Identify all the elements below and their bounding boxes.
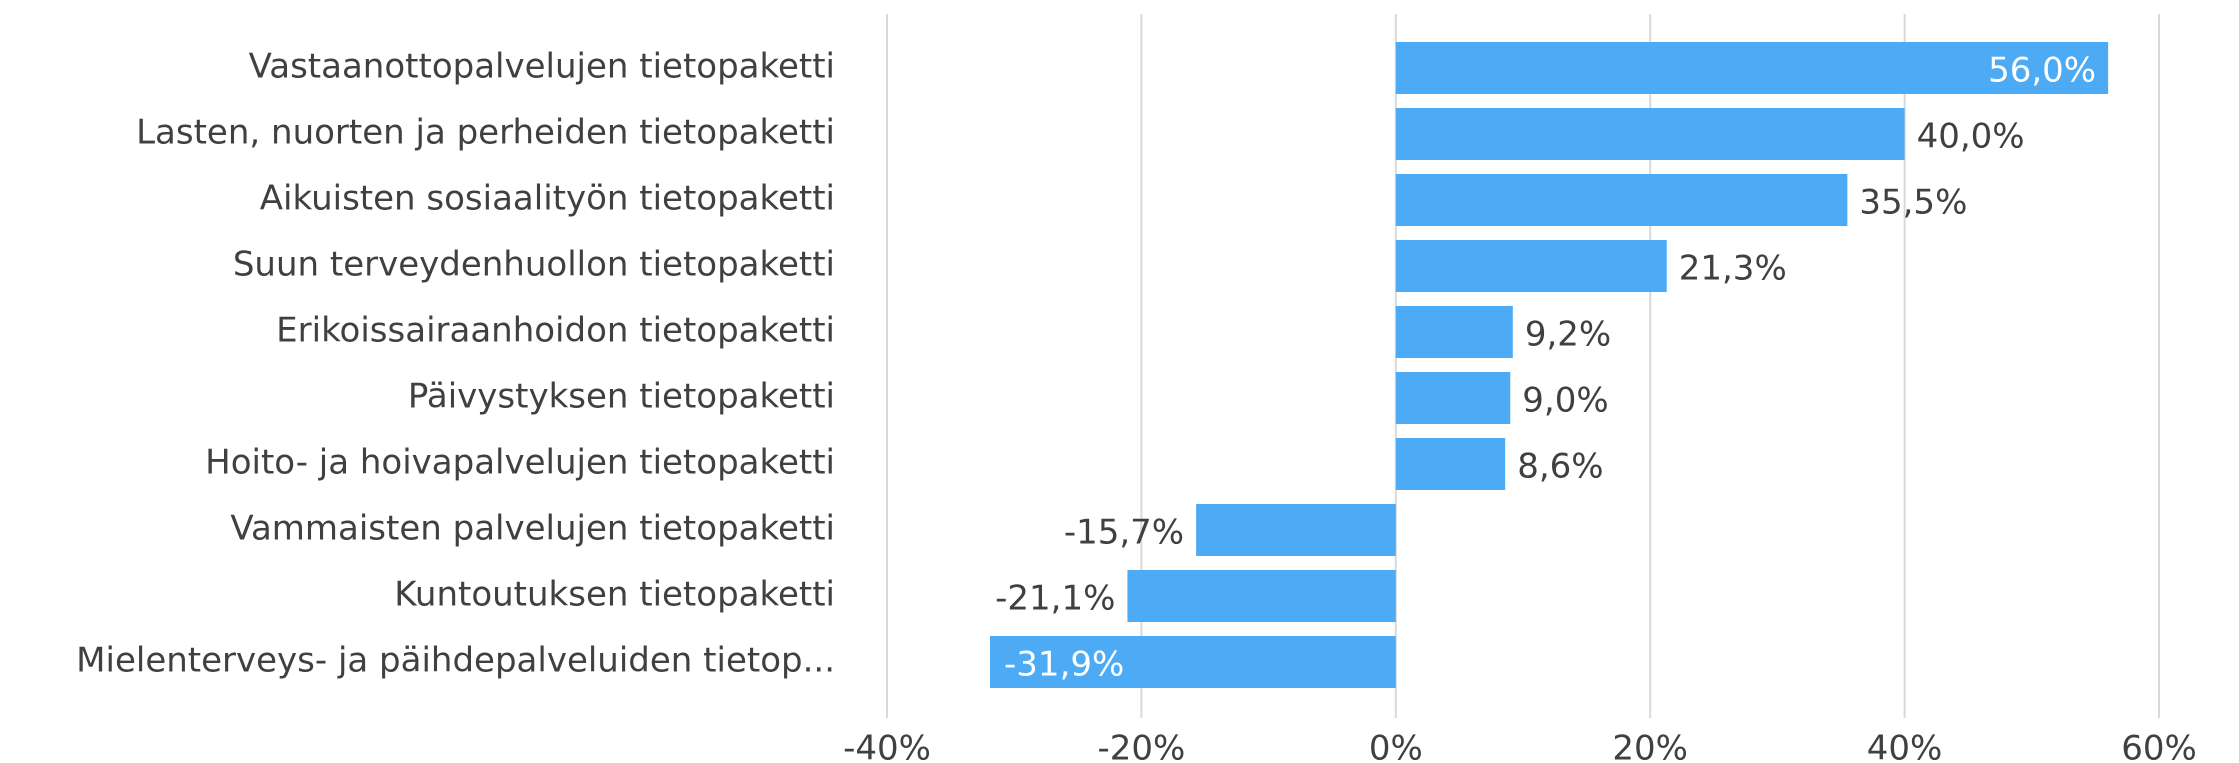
bar <box>1395 306 1513 358</box>
data-label: -31,9% <box>1004 645 1124 685</box>
data-label: 9,2% <box>1525 315 1611 355</box>
bars <box>990 42 2109 688</box>
x-tick-label: 20% <box>1612 729 1688 763</box>
category-label: Päivystyksen tietopaketti <box>408 377 835 417</box>
bar <box>1127 570 1396 622</box>
data-label: -15,7% <box>1064 513 1184 553</box>
bar <box>1395 108 1905 160</box>
category-label: Vastaanottopalvelujen tietopaketti <box>249 47 835 87</box>
bar <box>1395 438 1506 490</box>
category-label: Suun terveydenhuollon tietopaketti <box>233 245 835 285</box>
category-label: Kuntoutuksen tietopaketti <box>394 575 835 615</box>
bar <box>1395 174 1848 226</box>
x-axis-tick-labels: -40% -20% 0% 20% 40% 60% <box>843 729 2197 763</box>
data-labels: 56,0% 40,0% 35,5% 21,3% 9,2% 9,0% 8,6% -15,7% -2… <box>995 51 2096 685</box>
data-label: 40,0% <box>1917 117 2025 157</box>
bar <box>1395 240 1667 292</box>
bar <box>990 636 1396 688</box>
category-label: Vammaisten palvelujen tietopaketti <box>230 509 835 549</box>
bar <box>1395 42 2109 94</box>
data-label: 56,0% <box>1988 51 2096 91</box>
data-label: 8,6% <box>1517 447 1603 487</box>
category-label: Hoito- ja hoivapalvelujen tietopaketti <box>205 443 835 483</box>
category-label: Mielenterveys- ja päihdepalveluiden tiet… <box>76 641 835 681</box>
category-label: Lasten, nuorten ja perheiden tietopakett… <box>136 113 835 153</box>
x-tick-label: -40% <box>843 729 931 763</box>
data-label: 9,0% <box>1522 381 1608 421</box>
bar <box>1196 504 1396 556</box>
data-label: -21,1% <box>995 579 1115 619</box>
x-tick-label: 60% <box>2121 729 2197 763</box>
category-labels: Vastaanottopalvelujen tietopaketti Lasten… <box>76 47 835 681</box>
x-tick-label: 40% <box>1867 729 1943 763</box>
data-label: 21,3% <box>1679 249 1787 289</box>
x-tick-label: -20% <box>1097 729 1185 763</box>
x-tick-label: 0% <box>1369 729 1423 763</box>
category-label: Aikuisten sosiaalityön tietopaketti <box>260 179 835 219</box>
category-label: Erikoissairaanhoidon tietopaketti <box>276 311 835 351</box>
data-label: 35,5% <box>1859 183 1967 223</box>
bar <box>1395 372 1511 424</box>
